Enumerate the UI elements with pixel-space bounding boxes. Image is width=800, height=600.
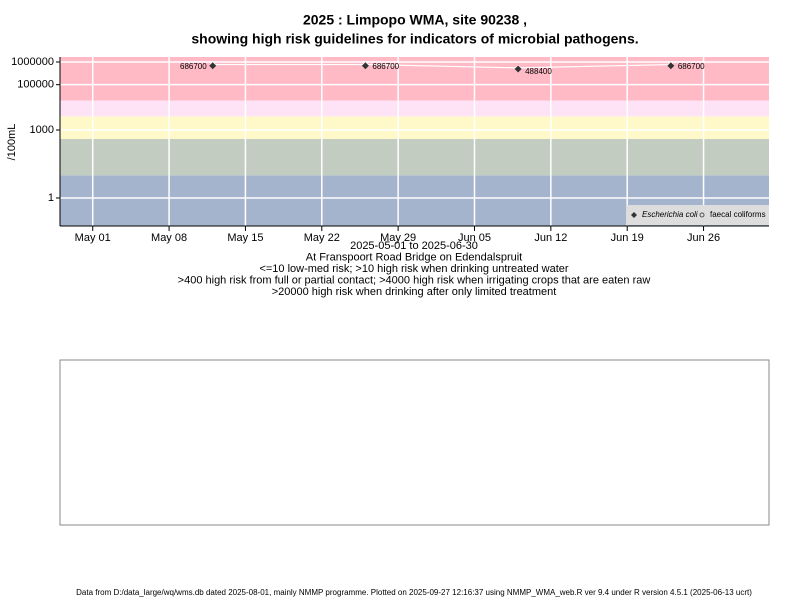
chart-title: 2025 : Limpopo WMA, site 90238 , xyxy=(303,12,527,28)
risk-band xyxy=(60,116,769,140)
x-tick-label: May 15 xyxy=(227,232,263,244)
risk-band xyxy=(60,100,769,117)
x-tick-label: Jun 05 xyxy=(458,232,491,244)
x-tick-label: May 22 xyxy=(304,232,340,244)
x-tick-label: May 29 xyxy=(380,232,416,244)
note: At Franspoort Road Bridge on Edendalspru… xyxy=(306,251,522,263)
y-tick-label: 1 xyxy=(48,192,54,204)
x-tick-label: Jun 19 xyxy=(611,232,644,244)
note: 2025-05-01 to 2025-06-30 xyxy=(350,240,478,252)
data-label: 686700 xyxy=(678,62,705,71)
y-tick-label: 100000 xyxy=(17,79,54,91)
risk-band xyxy=(60,57,769,101)
legend-label: Escherichia coli xyxy=(642,210,698,219)
series-line xyxy=(212,63,671,69)
legend-label: faecal coliforms xyxy=(710,210,766,219)
footer: Data from D:/data_large/wq/wms.db dated … xyxy=(76,588,752,597)
point xyxy=(667,62,675,70)
risk-band xyxy=(60,139,769,176)
x-tick-label: May 01 xyxy=(75,232,111,244)
x-tick-label: May 08 xyxy=(151,232,187,244)
point xyxy=(361,62,369,70)
legend-symbol xyxy=(631,212,637,218)
legend-box xyxy=(626,205,769,225)
data-label: 488400 xyxy=(525,67,552,76)
y-tick-label: 1000 xyxy=(30,124,54,136)
y-axis-label: /100mL xyxy=(6,124,18,161)
note: >20000 high risk when drinking after onl… xyxy=(272,286,557,298)
chart-subtitle: showing high risk guidelines for indicat… xyxy=(191,31,638,47)
point xyxy=(514,65,522,73)
note: >400 high risk from full or partial cont… xyxy=(178,274,651,286)
x-tick-label: Jun 26 xyxy=(687,232,720,244)
y-tick-label: 1000000 xyxy=(11,56,54,68)
data-label: 686700 xyxy=(372,62,399,71)
point xyxy=(209,62,217,70)
empty-panel xyxy=(59,359,770,526)
x-tick-label: Jun 12 xyxy=(534,232,567,244)
legend-symbol xyxy=(699,212,705,218)
note: <=10 low-med risk; >10 high risk when dr… xyxy=(259,263,568,275)
data-label: 686700 xyxy=(180,62,207,71)
